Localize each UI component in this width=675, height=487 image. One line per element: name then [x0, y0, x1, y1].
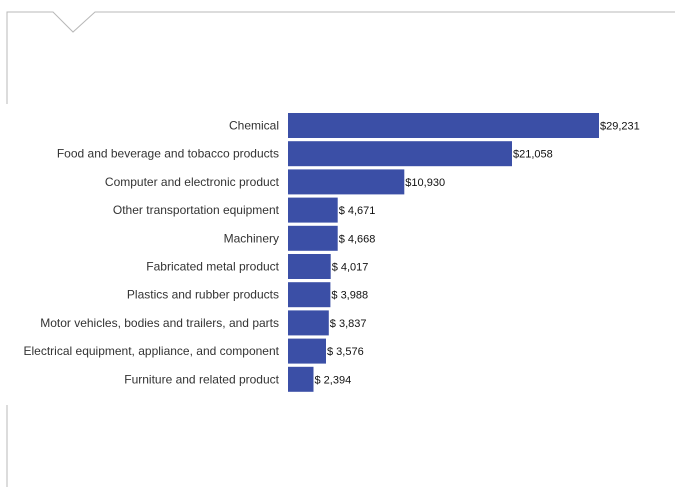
value-label: $ 2,394 [315, 374, 352, 386]
bar [288, 254, 331, 279]
value-labels-group: $29,231 $21,058 $10,930 $ 4,671 $ 4,668 $ 4,0… [315, 121, 640, 387]
value-label: $ 4,017 [332, 262, 369, 274]
value-label: $29,231 [600, 121, 640, 133]
bar [288, 282, 331, 308]
category-label: Fabricated metal product [146, 260, 279, 274]
bar [288, 366, 314, 392]
category-label: Machinery [224, 231, 279, 245]
bar [288, 197, 338, 223]
value-label: $ 4,671 [339, 205, 376, 217]
value-label: $ 3,576 [327, 346, 364, 358]
value-label: $21,058 [513, 149, 553, 161]
category-label: Chemical [229, 119, 279, 133]
value-label: $ 4,668 [339, 233, 376, 245]
bar [288, 338, 326, 364]
bar [288, 141, 512, 167]
bar [288, 310, 329, 336]
category-label: Furniture and related product [124, 372, 279, 386]
category-label: Electrical equipment, appliance, and com… [24, 344, 280, 358]
value-label: $ 3,837 [330, 318, 367, 330]
value-label: $10,930 [405, 177, 445, 189]
frame-top-border [6, 11, 675, 104]
bar [288, 113, 599, 138]
category-labels-group: Chemical Food and beverage and tobacco pr… [24, 119, 280, 387]
category-label: Motor vehicles, bodies and trailers, and… [40, 316, 279, 330]
category-label: Other transportation equipment [113, 203, 280, 217]
category-label: Computer and electronic product [105, 175, 280, 189]
category-label: Food and beverage and tobacco products [57, 147, 279, 161]
bar [288, 169, 405, 195]
bar [288, 225, 338, 251]
value-label: $ 3,988 [331, 290, 368, 302]
category-label: Plastics and rubber products [127, 288, 279, 302]
bars-group [288, 113, 599, 392]
